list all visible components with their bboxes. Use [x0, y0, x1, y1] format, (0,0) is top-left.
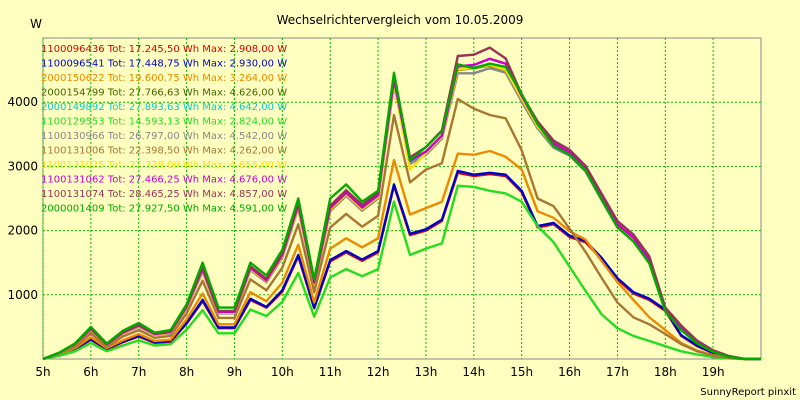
x-tick-label-10: 15h: [510, 365, 533, 379]
x-tick-label-7: 12h: [367, 365, 390, 379]
x-tick-label-6: 11h: [319, 365, 342, 379]
x-tick-label-9: 14h: [462, 365, 485, 379]
y-axis-ticks: 1000 2000 3000 4000: [7, 95, 38, 302]
x-tick-label-4: 9h: [227, 365, 242, 379]
plot-area: [42, 37, 762, 360]
series-line-5: [42, 184, 761, 361]
legend-entry-6: 1100130966 Tot: 26.797,00 Wh Max: 4.542,…: [41, 131, 287, 142]
series-line-7: [42, 97, 761, 361]
series-line-1: [42, 169, 761, 361]
series-line-2: [42, 149, 761, 361]
x-tick-label-3: 8h: [179, 365, 194, 379]
legend-entry-4: 2000149892 Tot: 27.893,63 Wh Max: 4.642,…: [41, 102, 287, 113]
legend: 1100096436 Tot: 17.245,50 Wh Max: 2.908,…: [41, 44, 287, 215]
y-tick-label-0: 1000: [7, 288, 38, 302]
legend-entry-11: 2000001409 Tot: 27.927,50 Wh Max: 4.591,…: [41, 204, 287, 215]
legend-entry-7: 1100131006 Tot: 22.398,50 Wh Max: 4.262,…: [41, 146, 287, 157]
legend-entry-2: 2000150622 Tot: 19.600,75 Wh Max: 3.264,…: [41, 73, 287, 84]
legend-entry-10: 1100131074 Tot: 28.465,25 Wh Max: 4.857,…: [41, 189, 287, 200]
y-tick-label-2: 3000: [7, 159, 38, 173]
x-tick-label-0: 5h: [35, 365, 50, 379]
legend-entry-3: 2000154799 Tot: 27.766,63 Wh Max: 4.626,…: [41, 88, 287, 99]
y-axis-unit: W: [30, 17, 42, 31]
series-line-11: [42, 62, 761, 361]
y-tick-label-1: 2000: [7, 224, 38, 238]
x-tick-label-11: 16h: [558, 365, 581, 379]
y-tick-label-3: 4000: [7, 95, 38, 109]
legend-entry-0: 1100096436 Tot: 17.245,50 Wh Max: 2.908,…: [41, 44, 287, 55]
x-tick-label-5: 10h: [271, 365, 294, 379]
legend-entry-1: 1100096541 Tot: 17.448,75 Wh Max: 2.930,…: [41, 59, 287, 70]
x-tick-label-14: 19h: [702, 365, 725, 379]
legend-entry-8: 1100131025 Tot: 27.328,00 Wh Max: 4.655,…: [41, 160, 287, 171]
x-tick-label-1: 6h: [83, 365, 98, 379]
x-tick-label-8: 13h: [414, 365, 437, 379]
x-tick-label-13: 18h: [654, 365, 677, 379]
chart-title: Wechselrichtervergleich vom 10.05.2009: [277, 13, 524, 27]
x-tick-label-2: 7h: [131, 365, 146, 379]
legend-entry-9: 1100131062 Tot: 27.466,25 Wh Max: 4.676,…: [41, 175, 287, 186]
x-tick-label-12: 17h: [606, 365, 629, 379]
series-group: [42, 46, 761, 361]
legend-entry-5: 1100129553 Tot: 14.593,13 Wh Max: 2.824,…: [41, 117, 287, 128]
x-axis-ticks: 5h 6h 7h 8h 9h 10h 11h 12h 13h 14h 15h 16h 17h 18h 19h: [35, 365, 724, 379]
footer-credit: SunnyReport pinxit: [700, 387, 796, 398]
